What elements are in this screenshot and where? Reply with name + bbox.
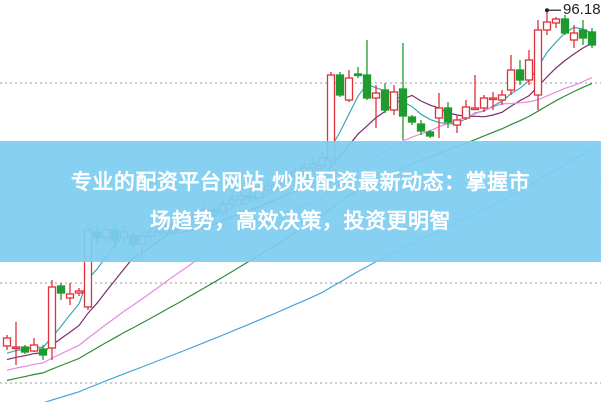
- candle-body: [524, 59, 534, 81]
- candle-body: [380, 89, 390, 111]
- candle-body: [353, 73, 363, 77]
- candle-body: [506, 69, 516, 91]
- title-banner: 专业的配资平台网站 炒股配资最新动态：掌握市 场趋势，高效决策，投资更明智: [0, 141, 601, 262]
- candle-body: [74, 290, 84, 294]
- candle-body: [542, 21, 552, 31]
- banner-title-line-1: 专业的配资平台网站 炒股配资最新动态：掌握市: [70, 169, 531, 194]
- candle-body: [2, 337, 12, 347]
- candle-body: [65, 293, 75, 299]
- candle-body: [452, 119, 462, 126]
- candle-body: [362, 74, 372, 99]
- high-pointer-dot: [545, 8, 549, 13]
- candle-body: [335, 74, 345, 96]
- candle-body: [470, 107, 480, 111]
- candle-body: [587, 31, 597, 46]
- candle-body: [407, 116, 417, 123]
- candle-body: [371, 92, 381, 99]
- candle-body: [515, 69, 525, 81]
- candle-body: [29, 344, 39, 352]
- candle-body: [11, 346, 21, 350]
- candle-body: [578, 29, 588, 39]
- candle-body: [56, 285, 66, 294]
- candle-body: [425, 131, 435, 137]
- candle-body: [389, 91, 399, 111]
- candle-body: [560, 18, 570, 34]
- candle-body: [47, 286, 57, 349]
- candle-body: [497, 94, 507, 101]
- candle-body: [434, 107, 444, 119]
- candle-body: [398, 88, 408, 117]
- candle-body: [488, 97, 498, 101]
- candle-body: [344, 77, 354, 101]
- banner-title-line-2: 场趋势，高效决策，投资更明智: [150, 208, 451, 233]
- candle-body: [443, 107, 453, 123]
- candle-body: [20, 346, 30, 353]
- high-price-label: 96.18: [563, 1, 601, 19]
- candle-body: [569, 32, 579, 41]
- candle-body: [533, 29, 543, 96]
- candle-body: [479, 97, 489, 109]
- candle-body: [416, 123, 426, 132]
- candle-body: [38, 348, 48, 356]
- candle-body: [551, 18, 561, 24]
- candle-body: [461, 106, 471, 119]
